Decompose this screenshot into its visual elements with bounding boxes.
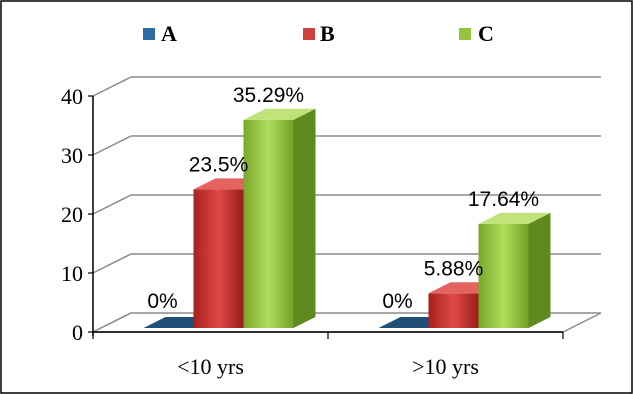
side-gridline (92, 76, 132, 97)
bar-top (478, 212, 551, 224)
bar-front (193, 189, 244, 328)
legend-item-b: B (303, 21, 335, 46)
bar-top (243, 108, 316, 120)
data-label: 23.5% (189, 153, 249, 176)
side-gridline (92, 194, 132, 215)
legend-swatch-b (303, 28, 315, 40)
bars (143, 108, 551, 328)
legend-label-b: B (320, 21, 335, 46)
bar-side (528, 212, 551, 328)
x-tick-label: <10 yrs (177, 354, 244, 379)
x-tick-label: >10 yrs (412, 354, 479, 379)
legend: A B C (143, 21, 494, 46)
data-label: 17.64% (468, 188, 539, 211)
legend-item-c: C (459, 21, 494, 46)
data-label: 0% (382, 290, 412, 313)
legend-swatch-a (143, 28, 155, 40)
bar-c-1 (478, 212, 551, 328)
bar-side (293, 108, 316, 328)
data-label: 35.29% (233, 84, 304, 107)
y-tick-label: 30 (61, 143, 83, 168)
data-labels: 0% 23.5% 35.29% 0% 5.88% 17.64% (147, 84, 539, 313)
bar-c-0 (243, 108, 316, 328)
y-tick-label: 40 (61, 84, 83, 109)
y-tick-label: 0 (72, 320, 83, 345)
legend-label-c: C (478, 21, 494, 46)
data-label: 0% (147, 290, 177, 313)
side-gridline (92, 135, 132, 156)
data-label: 5.88% (424, 257, 484, 280)
y-tick-label: 20 (61, 202, 83, 227)
y-tick-label: 10 (61, 261, 83, 286)
legend-swatch-c (459, 28, 471, 40)
bar-front (478, 223, 529, 328)
bar-front (428, 293, 479, 328)
legend-item-a: A (143, 21, 177, 46)
legend-label-a: A (161, 21, 177, 46)
bar-front (243, 119, 294, 328)
side-gridline (92, 253, 132, 274)
